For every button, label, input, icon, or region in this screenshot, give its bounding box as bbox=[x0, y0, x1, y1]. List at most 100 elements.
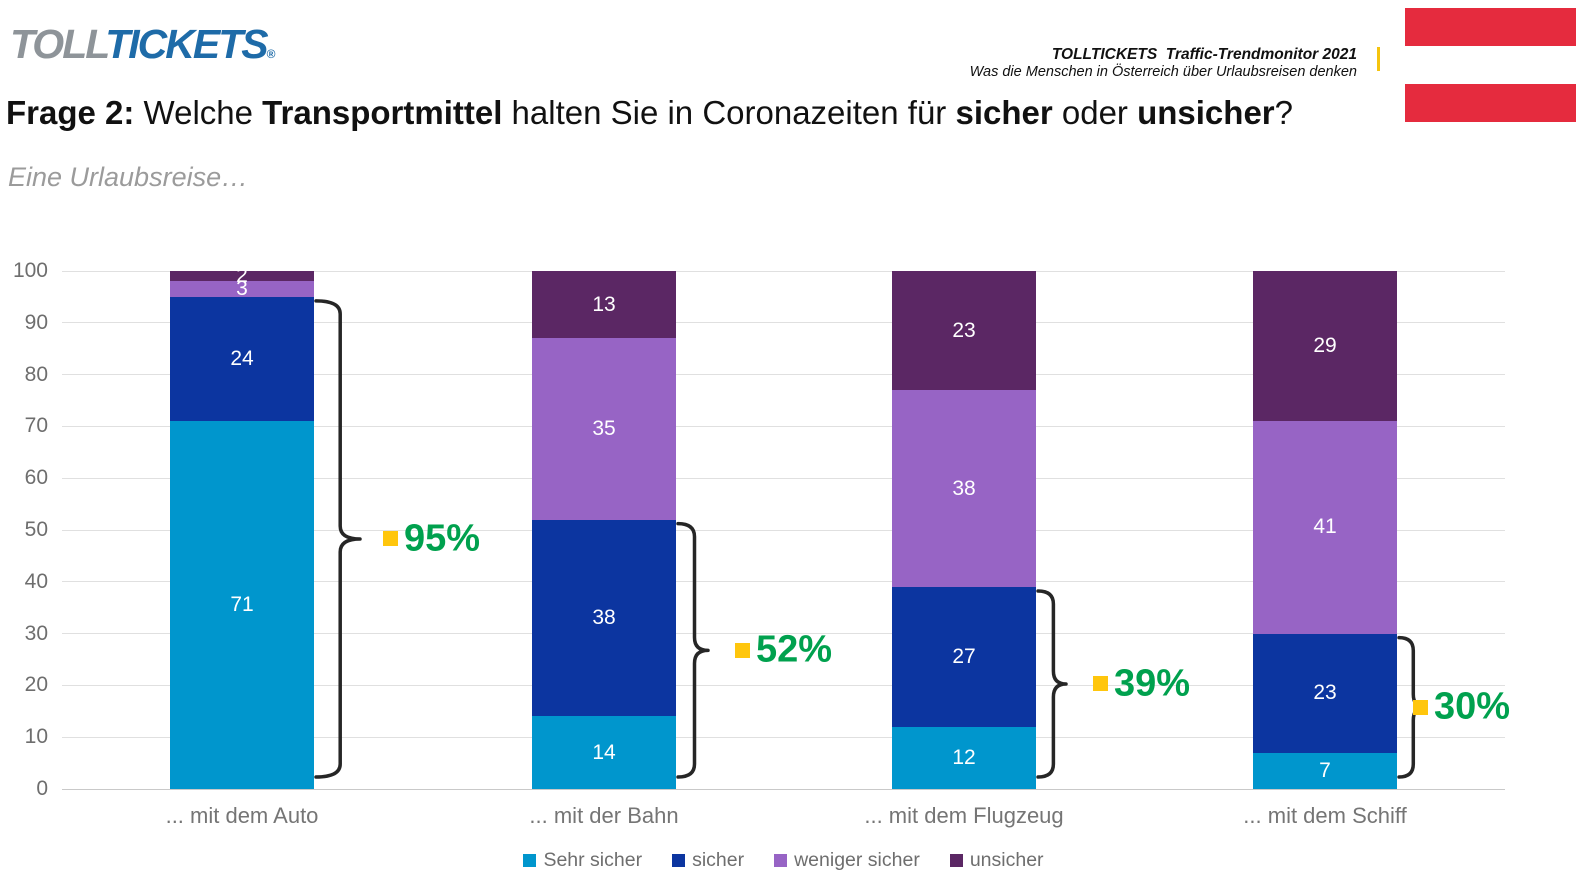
gridline-100 bbox=[62, 270, 1505, 272]
title-part: oder bbox=[1052, 94, 1138, 131]
header-divider-line bbox=[1377, 47, 1380, 71]
flag-stripe-bottom bbox=[1405, 84, 1576, 122]
gridline-10 bbox=[62, 736, 1505, 738]
gridline-0 bbox=[62, 788, 1505, 790]
legend-label: unsicher bbox=[969, 849, 1044, 871]
gridline-50 bbox=[62, 529, 1505, 531]
segment-value-label: 2 bbox=[236, 264, 248, 288]
title-part: unsicher bbox=[1137, 94, 1275, 131]
y-tick-label-10: 10 bbox=[24, 725, 48, 749]
y-tick-label-60: 60 bbox=[24, 466, 48, 490]
gridline-20 bbox=[62, 684, 1505, 686]
legend-item-sicher: sicher bbox=[672, 849, 744, 872]
title-part: halten Sie in Coronazeiten für bbox=[502, 94, 956, 131]
segment-value-label: 7 bbox=[1319, 758, 1331, 782]
segment-value-label: 27 bbox=[952, 644, 976, 668]
legend-item-sehr-sicher: Sehr sicher bbox=[523, 849, 642, 872]
tolltickets-logo: TOLLTICKETS® bbox=[10, 24, 276, 65]
segment-value-label: 12 bbox=[952, 745, 976, 769]
bar-segment-unsicher: 23 bbox=[892, 271, 1036, 391]
bar-segment-sicher: 27 bbox=[892, 586, 1036, 727]
gridline-60 bbox=[62, 477, 1505, 479]
summary-square-icon bbox=[735, 642, 750, 658]
segment-value-label: 23 bbox=[1313, 681, 1337, 705]
summary-percent-label: 30% bbox=[1434, 685, 1511, 728]
segment-value-label: 35 bbox=[592, 416, 616, 440]
gridline-70 bbox=[62, 425, 1505, 427]
legend-label: sicher bbox=[692, 849, 745, 871]
y-tick-label-100: 100 bbox=[12, 259, 48, 282]
y-tick-label-40: 40 bbox=[24, 569, 48, 593]
question-title: Frage 2: Welche Transportmittel halten S… bbox=[6, 94, 1293, 132]
gridline-40 bbox=[62, 581, 1505, 583]
title-part: sicher bbox=[955, 94, 1053, 131]
y-tick-label-90: 90 bbox=[24, 310, 48, 334]
bar-segment-weniger-sicher: 38 bbox=[892, 390, 1036, 587]
legend-swatch-icon bbox=[774, 854, 788, 867]
flag-stripe-top bbox=[1405, 8, 1576, 46]
segment-value-label: 38 bbox=[592, 606, 616, 630]
gridline-90 bbox=[62, 322, 1505, 324]
bar-segment-weniger-sicher: 3 bbox=[170, 277, 314, 300]
title-part: Frage 2: bbox=[6, 94, 135, 131]
flag-stripe-middle bbox=[1405, 46, 1576, 84]
legend-swatch-icon bbox=[949, 854, 963, 867]
y-tick-label-70: 70 bbox=[24, 414, 48, 438]
gridline-80 bbox=[62, 374, 1505, 376]
x-axis-label: ... mit dem Schiff bbox=[1243, 803, 1407, 828]
summary-percent-label: 39% bbox=[1114, 662, 1191, 705]
bar-segment-sicher: 24 bbox=[170, 296, 314, 422]
logo-toll: TOLL bbox=[10, 21, 107, 67]
summary-percent-label: 95% bbox=[404, 517, 481, 560]
segment-value-label: 38 bbox=[952, 476, 976, 500]
registered-mark: ® bbox=[266, 47, 276, 61]
bar-segment-sicher: 23 bbox=[1253, 633, 1397, 753]
segment-value-label: 13 bbox=[592, 292, 616, 316]
brace-2 bbox=[676, 521, 710, 779]
chart-subtitle: Eine Urlaubsreise… bbox=[8, 162, 249, 192]
y-tick-label-50: 50 bbox=[24, 518, 48, 541]
segment-value-label: 23 bbox=[952, 318, 976, 342]
x-axis-label: ... mit dem Flugzeug bbox=[864, 803, 1064, 828]
bar-segment-sehr-sicher: 71 bbox=[170, 421, 314, 789]
legend: Sehr sicher sicher weniger sicher unsicher bbox=[62, 849, 1505, 872]
title-part: Transportmittel bbox=[262, 94, 503, 131]
segment-value-label: 14 bbox=[592, 740, 616, 764]
y-tick-label-80: 80 bbox=[24, 362, 48, 386]
summary-square-icon bbox=[1093, 676, 1108, 692]
legend-label: Sehr sicher bbox=[543, 849, 643, 871]
bar-segment-sehr-sicher: 14 bbox=[532, 716, 676, 789]
y-tick-label-20: 20 bbox=[24, 673, 48, 697]
legend-label: weniger sicher bbox=[794, 849, 920, 871]
legend-swatch-icon bbox=[523, 854, 537, 867]
bar-segment-unsicher: 29 bbox=[1253, 271, 1397, 422]
austria-flag-icon bbox=[1405, 8, 1576, 122]
summary-square-icon bbox=[1413, 699, 1428, 715]
legend-item-unsicher: unsicher bbox=[949, 849, 1044, 872]
bar-segment-unsicher: 13 bbox=[532, 271, 676, 339]
brace-1 bbox=[314, 299, 362, 779]
x-axis-label: ... mit dem Auto bbox=[165, 803, 319, 828]
bar-segment-unsicher: 2 bbox=[170, 264, 314, 287]
summary-percent-label: 52% bbox=[756, 628, 833, 671]
bar-segment-sicher: 38 bbox=[532, 519, 676, 717]
gridline-30 bbox=[62, 633, 1505, 635]
y-tick-label-30: 30 bbox=[24, 621, 48, 645]
legend-swatch-icon bbox=[672, 854, 686, 867]
trendmonitor-header: TOLLTICKETS Traffic-Trendmonitor 2021 Wa… bbox=[970, 46, 1357, 81]
y-tick-label-0: 0 bbox=[36, 777, 48, 800]
bar-segment-weniger-sicher: 41 bbox=[1253, 421, 1397, 634]
segment-value-label: 29 bbox=[1313, 334, 1337, 358]
bar-segment-weniger-sicher: 35 bbox=[532, 338, 676, 520]
segment-value-label: 71 bbox=[230, 593, 254, 617]
title-part: Welche bbox=[134, 94, 263, 131]
legend-item-weniger-sicher: weniger sicher bbox=[774, 849, 920, 872]
summary-square-icon bbox=[383, 531, 398, 547]
logo-tickets: TICKETS bbox=[105, 21, 268, 67]
segment-value-label: 41 bbox=[1313, 515, 1337, 539]
bar-segment-sehr-sicher: 12 bbox=[892, 726, 1036, 789]
title-part: ? bbox=[1274, 94, 1293, 131]
trendmonitor-title: TOLLTICKETS Traffic-Trendmonitor 2021 bbox=[1051, 46, 1357, 63]
